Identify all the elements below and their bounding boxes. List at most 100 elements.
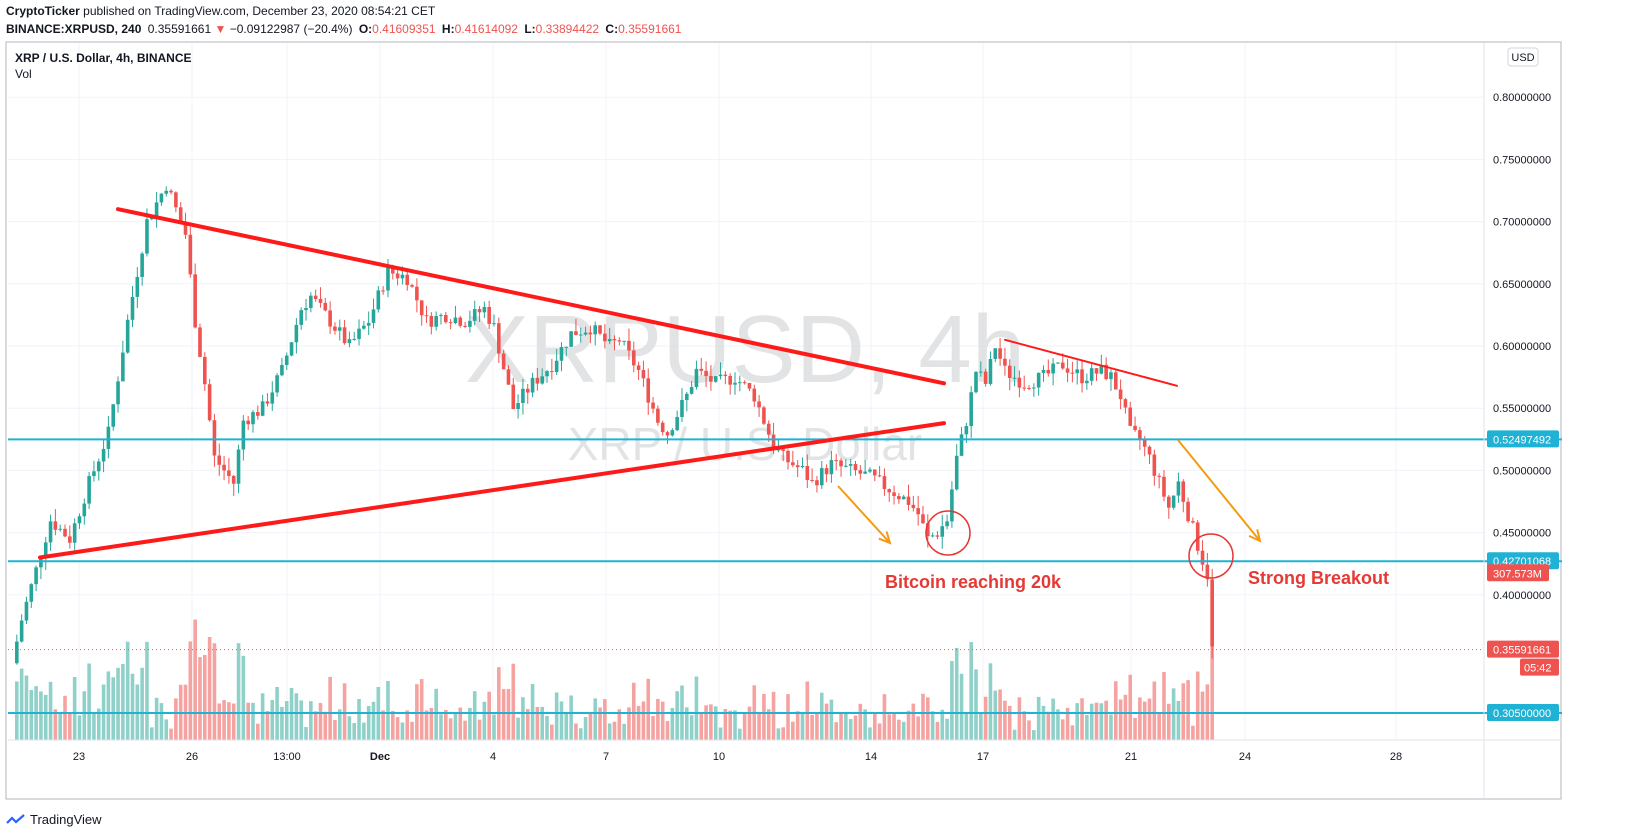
candle [1041,365,1046,382]
candle [164,186,169,197]
annotation-text[interactable]: Bitcoin reaching 20k [885,572,1062,592]
volume-bar [969,641,973,740]
candle [795,460,800,478]
volume-bar [149,727,154,740]
candle [1123,397,1128,414]
annotation-text[interactable]: Strong Breakout [1248,568,1389,588]
candle [1167,495,1171,519]
volume-bar [381,710,385,740]
candle [135,267,140,309]
candle [1051,358,1055,386]
volume-bar [362,722,366,740]
volume-bar [207,636,212,740]
tradingview-brand: TradingView [30,812,102,827]
candle [265,393,270,407]
volume-bar [1080,698,1084,740]
y-tick-label: 0.80000000 [1493,92,1551,104]
x-tick-label: 17 [977,751,989,763]
candle [530,372,535,398]
candle [53,509,58,536]
candle [458,315,463,328]
trendline-upper[interactable] [116,207,946,386]
countdown-text: 05:42 [1524,663,1552,675]
candle [1032,383,1036,397]
volume-bar [612,721,617,740]
arrow-annotation[interactable] [1177,439,1262,543]
volume-bar [48,681,53,740]
circle-annotation[interactable] [925,510,971,556]
volume-bar [627,707,631,740]
candle [463,321,467,329]
candle [275,373,279,397]
volume-bar [636,705,641,740]
candle [270,381,275,412]
volume-bar [1162,672,1166,740]
volume-bar [916,716,920,740]
candle [497,317,501,363]
candle [1162,470,1166,502]
publisher-name[interactable]: CryptoTicker [6,4,80,18]
candle [588,325,593,344]
volume-bar [39,691,43,740]
volume-bar [829,699,834,740]
candle [516,394,520,419]
candle [342,320,347,345]
volume-bar [1167,703,1171,740]
volume-bar [872,713,877,740]
currency-button[interactable]: USD [1507,47,1539,67]
volume-bar [1138,697,1142,740]
candle [381,286,385,295]
volume-bar [386,681,390,740]
candle [284,352,289,370]
circle-annotation[interactable] [1188,533,1234,579]
candle [357,319,361,346]
volume-bar [1056,709,1060,740]
trendline-lower[interactable] [38,421,946,560]
volume-bar [887,714,892,740]
volume-bar [1191,725,1195,740]
volume-bar [284,701,289,740]
tradingview-footer[interactable]: TradingView [6,812,102,827]
candle [839,458,843,477]
candle [1205,552,1210,587]
volume-bar [742,712,747,740]
candle [612,335,617,351]
volume-bar [1147,698,1152,740]
candle [940,514,945,549]
volume-bar [63,695,67,740]
candle [309,292,313,313]
volume-bar [453,712,458,740]
candle [757,395,761,417]
candle [246,416,250,431]
volume-bar [203,654,207,740]
candle [444,311,448,324]
volume-bar [901,721,906,740]
candle [48,514,53,551]
candle [1133,416,1137,432]
candle [540,368,544,385]
candle [631,341,636,373]
candle [747,382,752,392]
volume-bar [622,723,626,740]
arrow-annotation[interactable] [837,485,892,545]
x-tick-label: 26 [186,751,198,763]
volume-bar [762,693,766,740]
candle [1012,366,1017,387]
candle [183,212,188,239]
candle [501,349,506,370]
volume-bar [979,713,983,740]
x-tick-label: 28 [1390,751,1402,763]
volume-bar [921,693,925,740]
volume-bar [116,667,120,740]
level-price-badge [1487,430,1559,448]
volume-bar [1075,703,1080,740]
volume-bar [1060,719,1065,740]
volume-bar [617,709,622,740]
volume-bar [1027,720,1031,740]
volume-bar [77,715,82,740]
volume-bar [217,703,222,740]
volume-bar [656,698,660,740]
volume-bar [550,724,554,740]
trendline-minor[interactable] [1004,338,1178,387]
